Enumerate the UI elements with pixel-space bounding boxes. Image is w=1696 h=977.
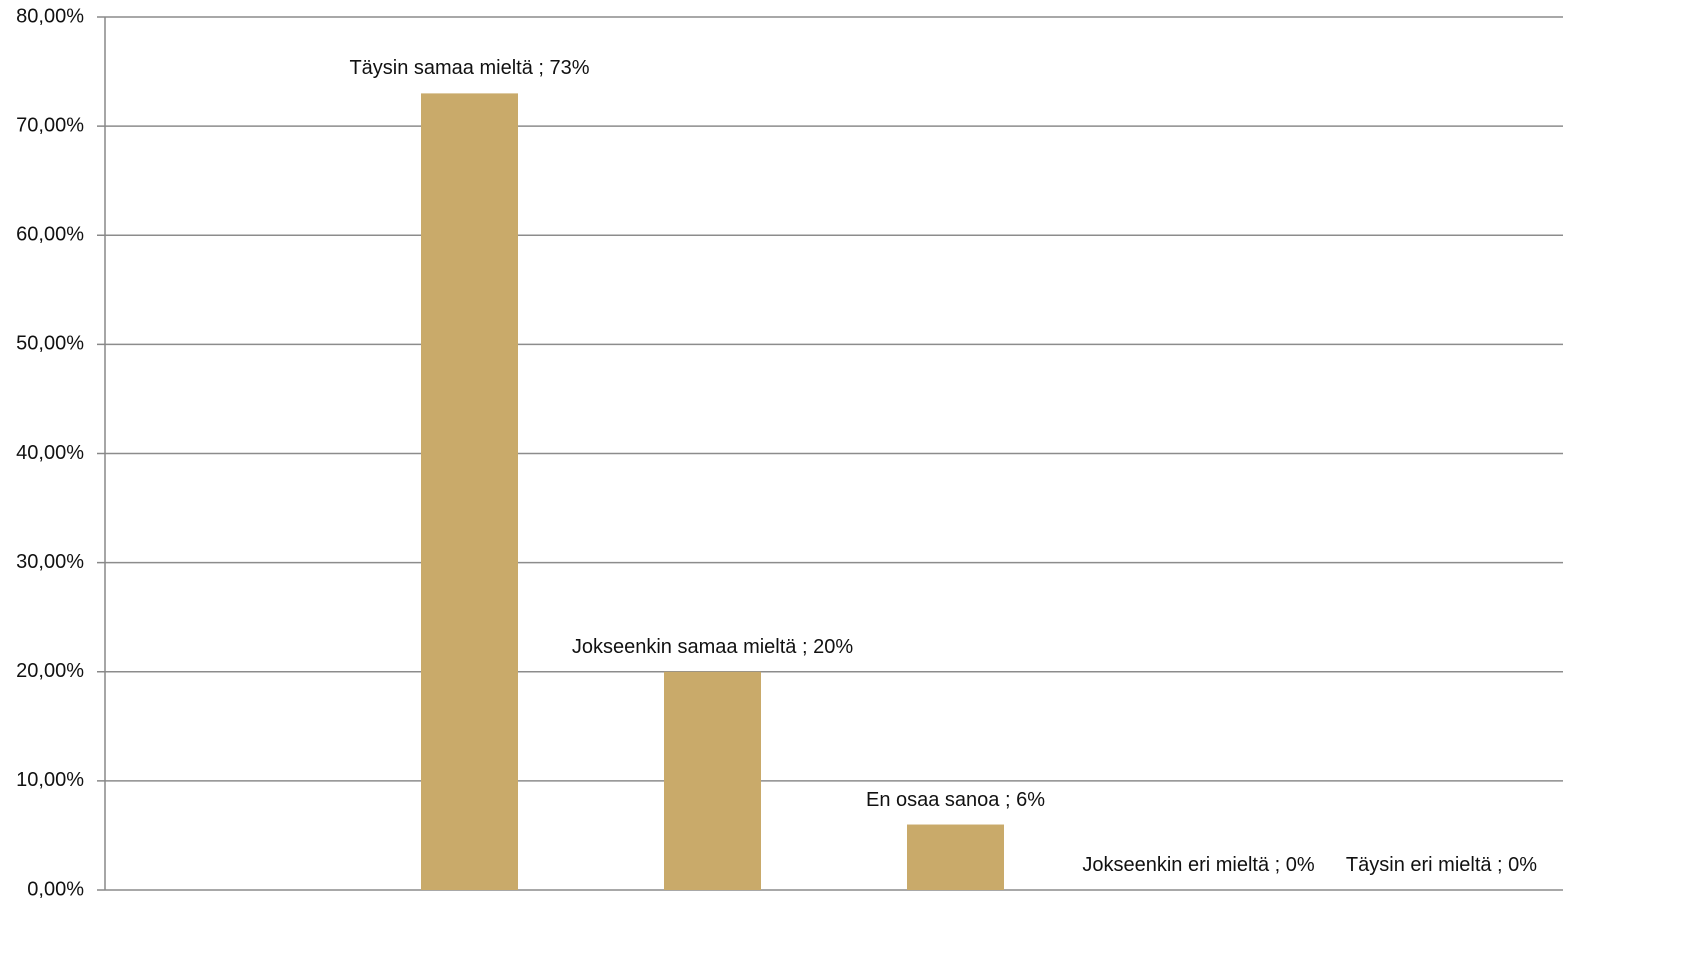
bar <box>664 671 761 890</box>
y-tick-label: 60,00% <box>16 224 84 246</box>
y-tick-label: 70,00% <box>16 114 84 136</box>
y-tick-label: 40,00% <box>16 442 84 464</box>
data-label: En osaa sanoa ; 6% <box>865 788 1045 811</box>
data-label: Täysin eri mieltä ; 0% <box>1345 854 1538 876</box>
data-label: Täysin samaa mieltä ; 73% <box>349 57 590 80</box>
y-tick-label: 80,00% <box>16 5 84 27</box>
bar <box>421 93 518 890</box>
bar <box>907 824 1004 890</box>
y-tick-label: 10,00% <box>16 769 84 791</box>
y-tick-label: 30,00% <box>16 551 84 573</box>
data-label: Jokseenkin eri mieltä ; 0% <box>1082 854 1315 876</box>
y-tick-label: 20,00% <box>16 660 84 682</box>
y-tick-label: 50,00% <box>16 333 84 355</box>
data-label: Jokseenkin samaa mieltä ; 20% <box>571 635 854 658</box>
y-tick-label: 0,00% <box>27 878 84 900</box>
